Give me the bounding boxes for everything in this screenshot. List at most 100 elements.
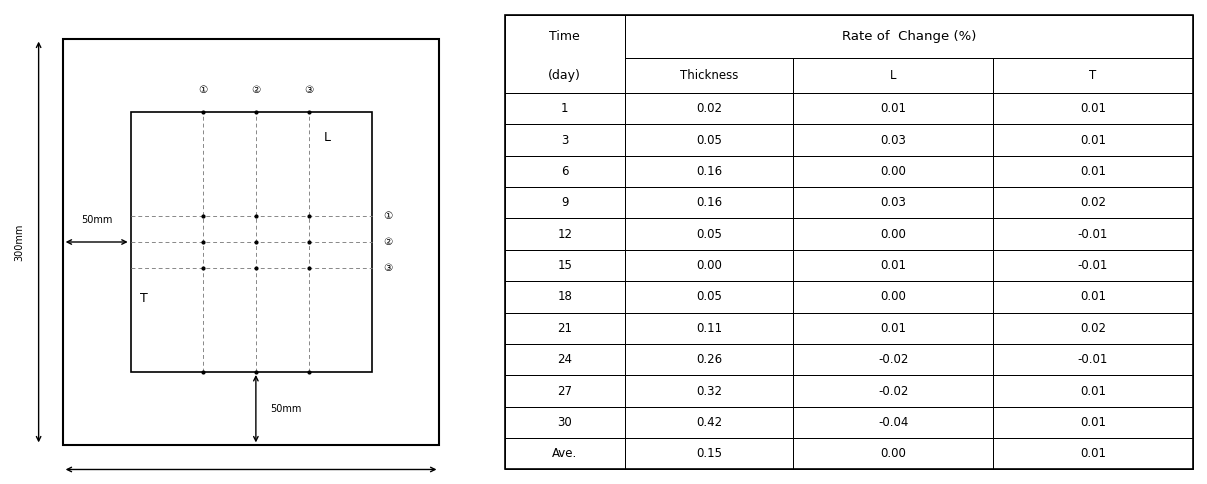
Text: T: T (1089, 69, 1096, 82)
Bar (625, 407, 793, 438)
Text: ①: ① (198, 85, 208, 95)
Bar (505, 313, 625, 344)
Bar (505, 407, 625, 438)
Text: 50mm: 50mm (270, 404, 302, 414)
Text: 0.00: 0.00 (880, 447, 906, 460)
Bar (505, 187, 625, 218)
Bar (993, 156, 1193, 187)
Text: -0.01: -0.01 (1078, 227, 1108, 241)
Bar (505, 156, 625, 187)
Bar (993, 344, 1193, 376)
Text: 30: 30 (558, 416, 572, 429)
Bar (625, 344, 793, 376)
Bar (993, 250, 1193, 281)
Bar (625, 376, 793, 407)
Text: (day): (day) (548, 69, 581, 82)
Bar (63, 39, 439, 445)
Text: 0.15: 0.15 (696, 447, 722, 460)
Text: 9: 9 (561, 197, 568, 209)
Bar (993, 376, 1193, 407)
Text: 0.02: 0.02 (1080, 197, 1106, 209)
Bar (625, 124, 793, 156)
Bar (793, 124, 993, 156)
Bar (625, 438, 793, 469)
Text: 0.05: 0.05 (696, 227, 722, 241)
Bar (793, 376, 993, 407)
Text: 27: 27 (558, 385, 572, 397)
Text: 0.01: 0.01 (1080, 290, 1106, 303)
Text: 0.00: 0.00 (880, 290, 906, 303)
Text: 0.01: 0.01 (1080, 102, 1106, 115)
Text: 0.01: 0.01 (1080, 134, 1106, 147)
Text: 0.01: 0.01 (1080, 447, 1106, 460)
Text: Time: Time (549, 30, 581, 43)
Bar (625, 313, 793, 344)
Bar (625, 218, 793, 250)
Text: Rate of  Change (%): Rate of Change (%) (841, 30, 976, 43)
Text: 0.01: 0.01 (1080, 416, 1106, 429)
Text: 300mm: 300mm (14, 223, 24, 261)
Text: Thickness: Thickness (680, 69, 739, 82)
Bar (993, 93, 1193, 124)
Text: 0.01: 0.01 (880, 322, 906, 335)
Bar (793, 93, 993, 124)
Bar (505, 281, 625, 313)
Bar (625, 187, 793, 218)
Text: ②: ② (384, 237, 393, 247)
Text: -0.01: -0.01 (1078, 353, 1108, 366)
Bar (505, 124, 625, 156)
Bar (625, 15, 1193, 59)
Bar (993, 187, 1193, 218)
Text: -0.01: -0.01 (1078, 259, 1108, 272)
Bar (625, 250, 793, 281)
Text: L: L (890, 69, 897, 82)
Bar (505, 438, 625, 469)
Text: 18: 18 (558, 290, 572, 303)
Text: -0.02: -0.02 (877, 385, 909, 397)
Text: 50mm: 50mm (81, 215, 112, 225)
Text: 0.32: 0.32 (696, 385, 722, 397)
Text: 0.03: 0.03 (880, 197, 906, 209)
Text: 0.01: 0.01 (880, 259, 906, 272)
Text: 0.01: 0.01 (880, 102, 906, 115)
Bar (793, 156, 993, 187)
Bar (993, 59, 1193, 93)
Text: T: T (140, 292, 148, 305)
Bar (793, 218, 993, 250)
Bar (625, 93, 793, 124)
Bar (505, 344, 625, 376)
Text: -0.02: -0.02 (877, 353, 909, 366)
Text: 0.16: 0.16 (696, 197, 722, 209)
Text: Ave.: Ave. (552, 447, 577, 460)
Bar (793, 187, 993, 218)
Text: ③: ③ (384, 263, 393, 273)
Text: -0.04: -0.04 (877, 416, 909, 429)
Bar (625, 156, 793, 187)
Text: 0.02: 0.02 (696, 102, 722, 115)
Text: 0.03: 0.03 (880, 134, 906, 147)
Bar (793, 313, 993, 344)
Text: 0.00: 0.00 (880, 165, 906, 178)
Bar (130, 112, 372, 372)
Bar (993, 124, 1193, 156)
Text: 0.02: 0.02 (1080, 322, 1106, 335)
Text: ③: ③ (304, 85, 314, 95)
Text: 0.01: 0.01 (1080, 385, 1106, 397)
Text: 24: 24 (558, 353, 572, 366)
Text: 1: 1 (561, 102, 568, 115)
Bar (793, 59, 993, 93)
Text: 0.42: 0.42 (696, 416, 722, 429)
Bar (793, 407, 993, 438)
Bar (505, 93, 625, 124)
Bar (505, 250, 625, 281)
Text: 0.01: 0.01 (1080, 165, 1106, 178)
Bar (993, 438, 1193, 469)
Text: 0.05: 0.05 (696, 290, 722, 303)
Bar (793, 344, 993, 376)
Bar (993, 313, 1193, 344)
Text: 21: 21 (558, 322, 572, 335)
Bar (505, 15, 625, 93)
Bar (505, 218, 625, 250)
Bar (625, 281, 793, 313)
Text: 0.16: 0.16 (696, 165, 722, 178)
